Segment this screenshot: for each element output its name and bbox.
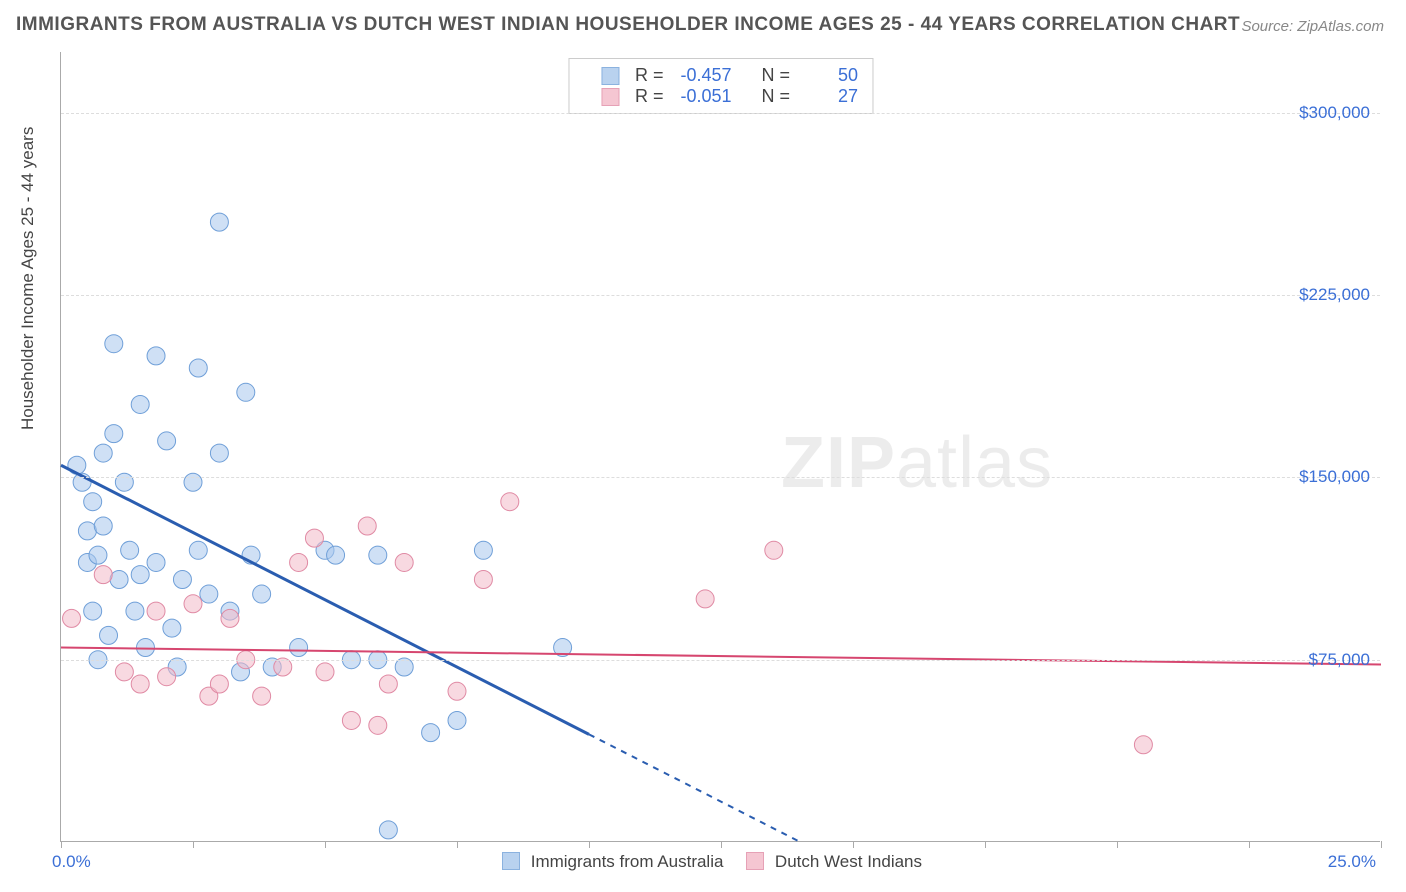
data-point <box>1134 736 1152 754</box>
trend-line-dashed <box>589 734 800 842</box>
data-point <box>110 570 128 588</box>
legend-swatch-bottom-1 <box>746 852 764 870</box>
data-point <box>474 541 492 559</box>
data-point <box>369 716 387 734</box>
data-point <box>253 585 271 603</box>
data-point <box>78 522 96 540</box>
trend-line <box>61 648 1381 665</box>
data-point <box>501 493 519 511</box>
data-point <box>342 711 360 729</box>
data-point <box>115 663 133 681</box>
x-tick <box>325 841 326 848</box>
data-point <box>210 213 228 231</box>
data-point <box>448 711 466 729</box>
chart-title: IMMIGRANTS FROM AUSTRALIA VS DUTCH WEST … <box>16 14 1240 36</box>
data-point <box>189 359 207 377</box>
x-tick <box>853 841 854 848</box>
data-point <box>358 517 376 535</box>
data-point <box>89 546 107 564</box>
data-point <box>84 493 102 511</box>
source-label: Source: ZipAtlas.com <box>1241 18 1384 35</box>
data-point <box>131 395 149 413</box>
x-tick <box>985 841 986 848</box>
gridline <box>61 295 1380 296</box>
data-point <box>221 609 239 627</box>
data-point <box>94 517 112 535</box>
y-tick-label: $150,000 <box>1299 467 1370 487</box>
data-point <box>105 335 123 353</box>
data-point <box>210 444 228 462</box>
data-point <box>94 566 112 584</box>
series-legend: Immigrants from Australia Dutch West Ind… <box>0 852 1406 872</box>
data-point <box>184 473 202 491</box>
data-point <box>94 444 112 462</box>
gridline <box>61 477 1380 478</box>
data-point <box>184 595 202 613</box>
x-tick <box>193 841 194 848</box>
data-point <box>200 585 218 603</box>
data-point <box>253 687 271 705</box>
chart-area: ZIPatlas R = -0.457 N = 50 R = -0.051 N … <box>60 52 1380 842</box>
data-point <box>163 619 181 637</box>
data-point <box>136 639 154 657</box>
data-point <box>63 609 81 627</box>
y-tick-label: $300,000 <box>1299 103 1370 123</box>
data-point <box>100 626 118 644</box>
legend-swatch-bottom-0 <box>502 852 520 870</box>
x-tick <box>1117 841 1118 848</box>
gridline <box>61 660 1380 661</box>
data-point <box>173 570 191 588</box>
gridline <box>61 113 1380 114</box>
data-point <box>395 553 413 571</box>
data-point <box>147 347 165 365</box>
data-point <box>327 546 345 564</box>
y-axis-label: Householder Income Ages 25 - 44 years <box>18 127 38 430</box>
data-point <box>474 570 492 588</box>
data-point <box>290 639 308 657</box>
data-point <box>105 425 123 443</box>
data-point <box>126 602 144 620</box>
data-point <box>158 432 176 450</box>
data-point <box>305 529 323 547</box>
data-point <box>696 590 714 608</box>
scatter-plot <box>61 52 1380 841</box>
data-point <box>379 675 397 693</box>
data-point <box>210 675 228 693</box>
data-point <box>422 724 440 742</box>
x-tick <box>589 841 590 848</box>
x-tick <box>61 841 62 848</box>
data-point <box>158 668 176 686</box>
data-point <box>237 383 255 401</box>
data-point <box>379 821 397 839</box>
data-point <box>131 566 149 584</box>
x-tick <box>457 841 458 848</box>
data-point <box>765 541 783 559</box>
data-point <box>316 663 334 681</box>
data-point <box>131 675 149 693</box>
y-tick-label: $225,000 <box>1299 285 1370 305</box>
data-point <box>448 682 466 700</box>
y-tick-label: $75,000 <box>1309 650 1370 670</box>
legend-label-1: Dutch West Indians <box>775 852 922 871</box>
data-point <box>84 602 102 620</box>
data-point <box>369 546 387 564</box>
data-point <box>147 553 165 571</box>
data-point <box>121 541 139 559</box>
x-tick <box>721 841 722 848</box>
data-point <box>189 541 207 559</box>
x-tick <box>1249 841 1250 848</box>
x-tick <box>1381 841 1382 848</box>
legend-label-0: Immigrants from Australia <box>531 852 724 871</box>
data-point <box>115 473 133 491</box>
data-point <box>147 602 165 620</box>
data-point <box>290 553 308 571</box>
